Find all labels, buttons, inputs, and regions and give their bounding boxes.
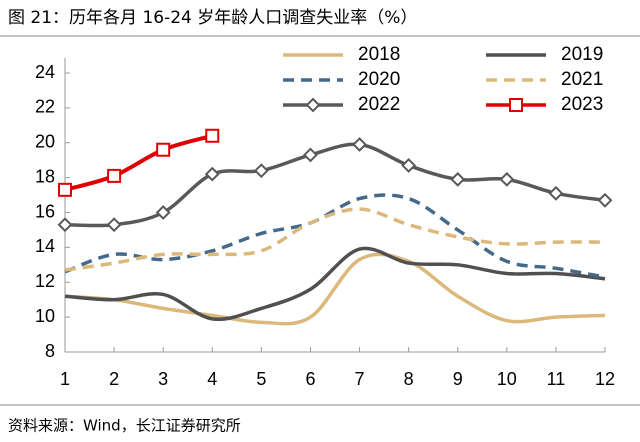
marker: [597, 192, 613, 208]
y-tick-label: 8: [45, 341, 55, 361]
marker: [204, 166, 220, 182]
marker: [58, 182, 72, 197]
marker: [253, 163, 269, 179]
y-tick-label: 22: [35, 97, 55, 117]
chart-title: 图 21：历年各月 16-24 岁年龄人口调查失业率（%）: [8, 8, 417, 28]
y-tick-label: 18: [35, 166, 55, 186]
x-tick-label: 5: [256, 369, 266, 389]
x-tick-label: 3: [158, 369, 168, 389]
marker: [205, 128, 220, 143]
legend-label: 2023: [561, 94, 603, 115]
y-tick-label: 16: [35, 201, 55, 221]
legend-label: 2018: [358, 44, 400, 65]
legend-label: 2020: [358, 69, 400, 90]
y-tick-label: 24: [35, 62, 55, 82]
series-line: [64, 193, 606, 279]
marker: [107, 168, 122, 183]
x-tick-label: 11: [547, 369, 566, 389]
x-tick-label: 1: [60, 369, 70, 389]
marker: [57, 217, 73, 233]
series-line: [64, 207, 606, 272]
x-tick-label: 9: [453, 369, 463, 389]
y-tick-label: 20: [35, 132, 55, 152]
series-line: [64, 133, 213, 192]
marker: [548, 185, 564, 201]
x-tick-label: 6: [305, 369, 315, 389]
x-tick-label: 8: [404, 369, 414, 389]
marker: [352, 137, 367, 152]
marker: [106, 217, 122, 233]
x-tick-label: 4: [207, 369, 217, 389]
y-tick-label: 10: [35, 306, 55, 326]
marker: [305, 97, 321, 113]
x-tick-label: 7: [355, 369, 365, 389]
marker: [450, 171, 466, 187]
legend-label: 2021: [561, 69, 603, 90]
x-tick-label: 10: [497, 369, 517, 389]
x-tick-label: 2: [109, 369, 119, 389]
marker: [303, 147, 318, 163]
y-tick-label: 12: [35, 271, 55, 291]
y-tick-label: 14: [35, 236, 55, 256]
marker: [155, 205, 171, 220]
legend-label: 2019: [561, 44, 603, 65]
marker: [401, 158, 417, 173]
marker: [509, 98, 523, 112]
series-line: [64, 252, 606, 326]
source: 资料来源：Wind，长江证券研究所: [8, 417, 241, 435]
series-line: [64, 246, 606, 322]
x-tick-label: 12: [595, 369, 615, 389]
legend-label: 2022: [358, 94, 400, 115]
marker: [499, 171, 515, 187]
marker: [156, 142, 171, 157]
